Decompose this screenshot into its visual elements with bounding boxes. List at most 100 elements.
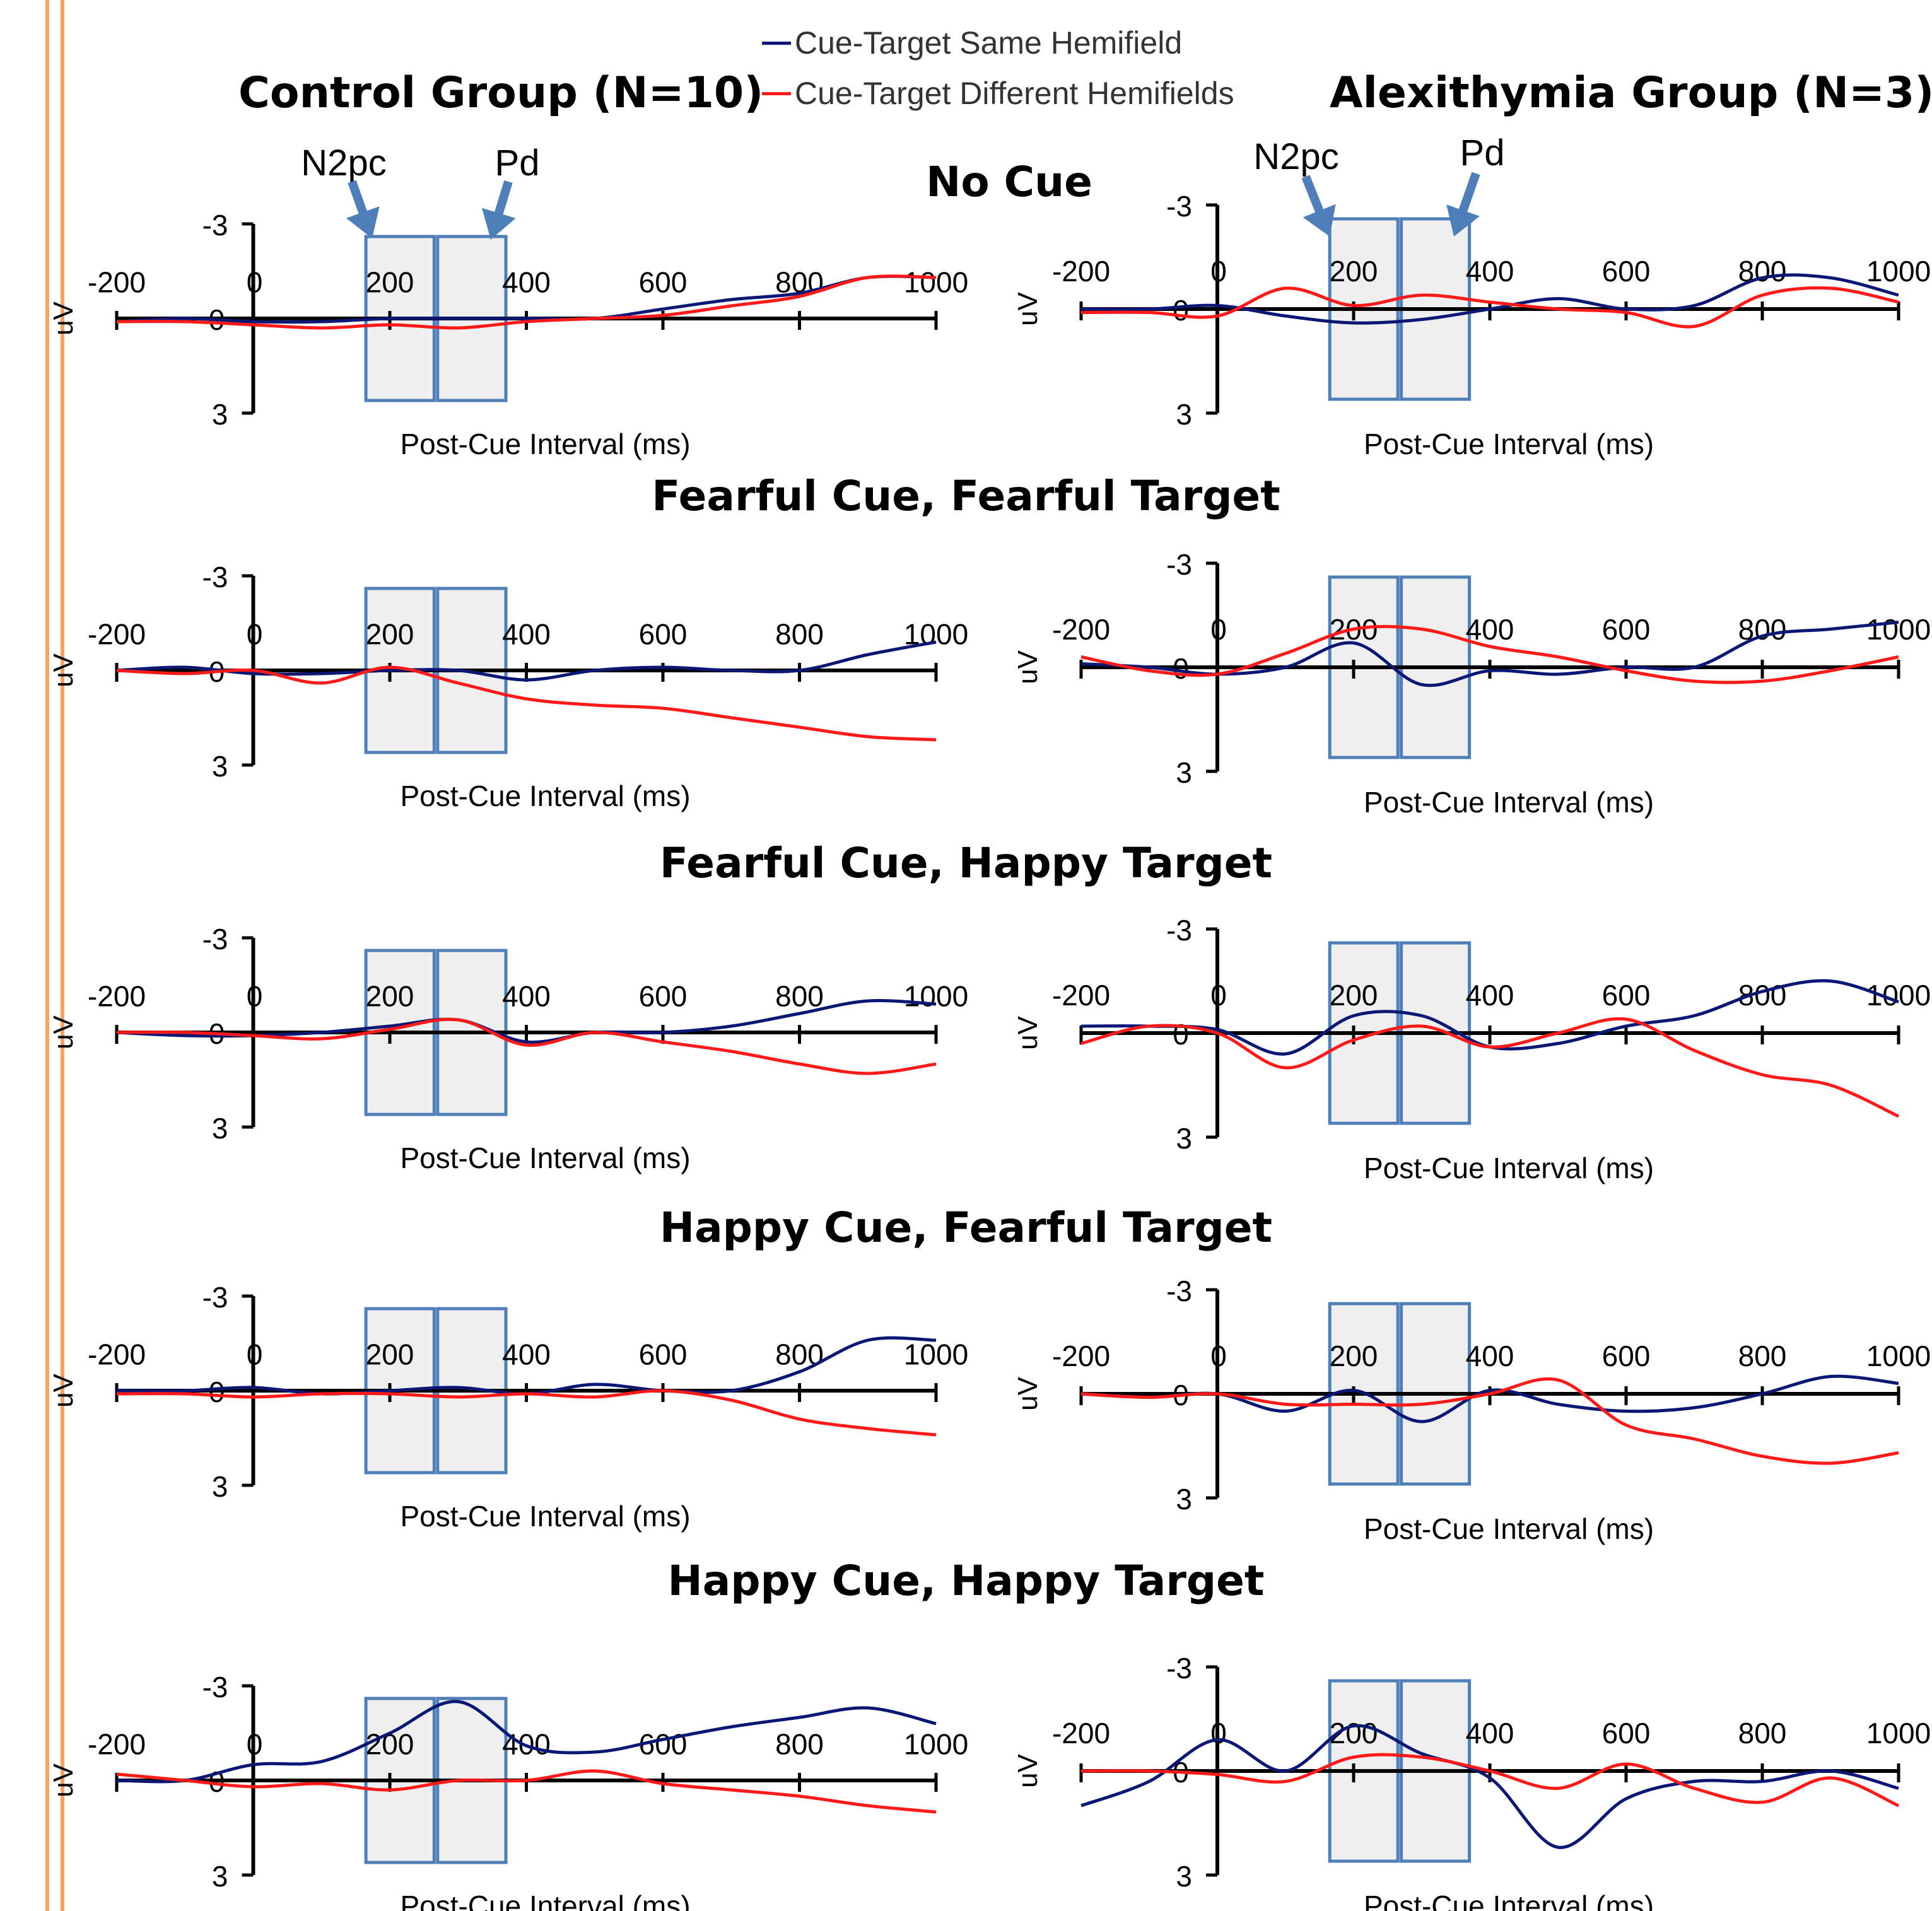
annotation-n2pc-label: N2pc [301, 143, 386, 184]
x-tick-label-alexithymia-3: 200 [1330, 979, 1378, 1012]
x-tick-label-control-1: 400 [502, 266, 551, 299]
x-tick-label-control-4: 800 [775, 1338, 824, 1371]
x-tick-label-control-3: -200 [88, 980, 146, 1013]
x-tick-label-control-1: 0 [247, 266, 263, 299]
page-border-left [45, 0, 49, 1911]
x-tick-label-control-4: 0 [247, 1338, 263, 1371]
legend-item-different: Cue-Target Different Hemifields [762, 68, 1234, 119]
series-different-line-control-4 [116, 1389, 937, 1437]
condition-title-fearful-fearful: Fearful Cue, Fearful Target [652, 472, 1280, 520]
x-tick-label-control-2: -200 [88, 618, 146, 651]
x-tick-label-alexithymia-4: 400 [1466, 1340, 1514, 1372]
y-tick-label-control-4: 3 [212, 1470, 228, 1503]
series-different-line-alexithymia-3 [1080, 1017, 1900, 1118]
x-tick-label-alexithymia-5: 600 [1602, 1717, 1651, 1750]
x-tick-label-alexithymia-3: 600 [1602, 979, 1651, 1012]
y-axis-label-alexithymia-4: uV [1012, 1376, 1043, 1410]
annotation-pd-label: Pd [1460, 132, 1505, 173]
condition-title-no-cue: No Cue [926, 158, 1092, 206]
control-group-title: Control Group (N=10) [238, 68, 764, 118]
x-tick-label-control-5: 800 [775, 1728, 824, 1761]
x-tick-label-control-3: 400 [502, 980, 551, 1013]
x-tick-label-alexithymia-4: 600 [1602, 1340, 1651, 1372]
y-tick-label-control-5: 3 [212, 1860, 228, 1893]
x-tick-label-control-4: 600 [639, 1338, 688, 1371]
x-axis-label-control-1: Post-Cue Interval (ms) [400, 428, 690, 460]
x-tick-label-control-4: 400 [502, 1338, 551, 1371]
x-tick-label-control-4: 1000 [904, 1338, 968, 1371]
x-tick-label-control-2: 600 [639, 618, 688, 651]
annotation-pd-label: Pd [495, 143, 540, 184]
condition-title-happy-happy: Happy Cue, Happy Target [667, 1557, 1265, 1605]
x-tick-label-control-3: 800 [775, 980, 824, 1013]
x-axis-label-alexithymia-2: Post-Cue Interval (ms) [1364, 786, 1654, 819]
x-tick-label-alexithymia-1: 0 [1210, 255, 1227, 288]
x-tick-label-alexithymia-5: -200 [1052, 1717, 1110, 1750]
series-different-line-alexithymia-2 [1080, 624, 1899, 684]
y-axis-label-alexithymia-3: uV [1012, 1015, 1043, 1049]
y-tick-label-alexithymia-4: 3 [1176, 1483, 1192, 1516]
series-different-line-alexithymia-5 [1080, 1753, 1899, 1808]
y-tick-label-control-3: 3 [212, 1112, 228, 1145]
legend-label-different: Cue-Target Different Hemifields [795, 76, 1234, 111]
legend: Cue-Target Same Hemifield Cue-Target Dif… [762, 18, 1234, 119]
y-axis-label-control-4: uV [48, 1373, 79, 1407]
legend-swatch-different [762, 91, 791, 95]
legend-label-same: Cue-Target Same Hemifield [795, 25, 1183, 61]
alexithymia-group-title: Alexithymia Group (N=3) [1330, 68, 1932, 118]
x-tick-label-alexithymia-4: -200 [1052, 1340, 1110, 1372]
y-axis-label-alexithymia-2: uV [1012, 650, 1043, 684]
series-different-line-control-3 [116, 1017, 937, 1075]
x-tick-label-alexithymia-2: 0 [1210, 613, 1227, 646]
x-tick-label-alexithymia-1: 400 [1466, 255, 1514, 288]
y-tick-label-control-5: -3 [202, 1671, 228, 1704]
annotation-pd-arrow-head [1446, 204, 1480, 237]
y-axis-label-control-2: uV [48, 653, 79, 687]
x-axis-label-control-3: Post-Cue Interval (ms) [400, 1142, 690, 1174]
series-different-line-alexithymia-1 [1080, 286, 1899, 329]
series-same-line-control-2 [116, 640, 937, 682]
y-axis-label-control-1: uV [48, 301, 79, 335]
y-tick-label-alexithymia-2: -3 [1166, 548, 1192, 581]
y-tick-label-control-3: -3 [202, 923, 228, 956]
x-tick-label-control-4: -200 [88, 1338, 146, 1371]
series-different-line-control-2 [116, 665, 937, 742]
x-tick-label-alexithymia-2: 600 [1602, 613, 1651, 646]
x-tick-label-control-1: 200 [366, 266, 414, 299]
y-tick-label-alexithymia-4: -3 [1166, 1275, 1192, 1307]
x-tick-label-control-3: 600 [639, 980, 688, 1013]
y-axis-label-control-5: uV [48, 1763, 79, 1797]
y-axis-label-alexithymia-1: uV [1012, 291, 1043, 325]
y-tick-label-alexithymia-5: -3 [1166, 1652, 1192, 1685]
y-tick-label-alexithymia-2: 0 [1173, 652, 1189, 685]
y-tick-label-control-2: 3 [212, 750, 228, 783]
x-tick-label-control-2: 200 [366, 618, 414, 651]
x-axis-label-alexithymia-4: Post-Cue Interval (ms) [1364, 1512, 1654, 1545]
y-tick-label-control-4: 0 [209, 1376, 225, 1408]
y-tick-label-alexithymia-5: 3 [1176, 1860, 1192, 1893]
annotation-n2pc-arrow-head [1303, 204, 1336, 237]
x-axis-label-alexithymia-5: Post-Cue Interval (ms) [1364, 1890, 1654, 1911]
x-tick-label-control-1: -200 [88, 266, 146, 299]
series-different-line-control-1 [116, 274, 937, 330]
y-tick-label-alexithymia-3: -3 [1166, 914, 1192, 947]
x-tick-label-control-5: -200 [88, 1728, 146, 1761]
x-tick-label-control-4: 200 [366, 1338, 414, 1371]
y-axis-label-alexithymia-5: uV [1012, 1753, 1043, 1787]
x-tick-label-alexithymia-2: 1000 [1866, 613, 1931, 646]
x-tick-label-control-3: 200 [366, 980, 414, 1013]
x-axis-label-control-5: Post-Cue Interval (ms) [400, 1890, 690, 1911]
x-tick-label-control-1: 1000 [904, 266, 968, 299]
x-tick-label-control-3: 1000 [904, 980, 968, 1013]
condition-title-happy-fearful: Happy Cue, Fearful Target [659, 1203, 1273, 1252]
x-tick-label-alexithymia-2: 800 [1738, 613, 1787, 646]
x-tick-label-control-3: 0 [247, 980, 263, 1013]
y-tick-label-alexithymia-1: 0 [1173, 294, 1189, 327]
y-tick-label-control-4: -3 [202, 1281, 228, 1314]
x-tick-label-control-1: 600 [639, 266, 688, 299]
x-tick-label-alexithymia-2: -200 [1052, 613, 1110, 646]
annotation-pd-arrow-head [482, 207, 516, 240]
x-tick-label-alexithymia-3: 800 [1738, 979, 1787, 1012]
legend-swatch-same [762, 41, 791, 45]
